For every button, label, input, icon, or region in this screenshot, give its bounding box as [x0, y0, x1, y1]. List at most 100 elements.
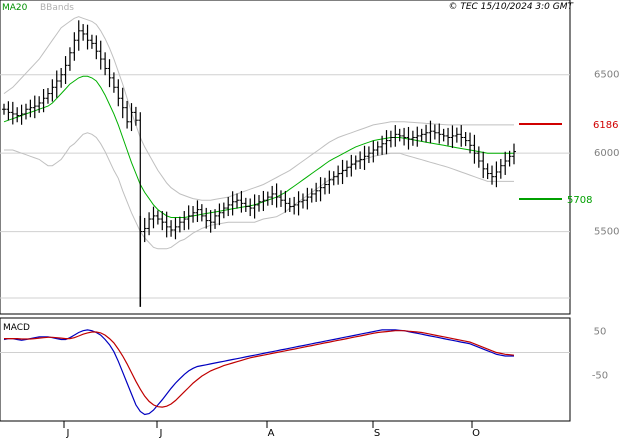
ohlc-bar [41, 89, 46, 113]
ohlc-bar [15, 107, 20, 123]
ohlc-bar [270, 185, 275, 206]
ohlc-bar [54, 70, 59, 98]
ohlc-bar [305, 187, 310, 210]
ohlc-bar [248, 198, 253, 217]
ohlc-bar [261, 190, 266, 212]
ohlc-bar [318, 177, 323, 202]
ohlc-bar [380, 135, 385, 155]
ohlc-bar [397, 128, 402, 142]
ohlc-bar [419, 128, 424, 142]
ohlc-bar [371, 140, 376, 163]
ohlc-bar [309, 188, 314, 203]
ohlc-bar [23, 103, 28, 120]
ohlc-bar [169, 220, 174, 237]
ohlc-bar [252, 194, 257, 219]
ohlc-bar [292, 196, 297, 215]
ohlc-bar [208, 210, 213, 233]
ohlc-bar [147, 212, 152, 236]
ohlc-bar [217, 203, 222, 226]
ohlc-bar [336, 165, 341, 185]
ohlc-bar [428, 120, 433, 144]
grid-layer [0, 74, 570, 354]
ohlc-bar [384, 130, 389, 155]
ohlc-bar [120, 87, 125, 119]
ohlc-bar [67, 47, 72, 71]
ohlc-bar [50, 79, 55, 102]
resistance-level-label: 6186 [593, 120, 618, 131]
ohlc-bar [213, 209, 218, 229]
x-axis-label: A [268, 428, 275, 439]
ohlc-bar [278, 190, 283, 207]
ohlc-bar [155, 210, 160, 225]
ohlc-bar [402, 127, 407, 146]
ohlc-bar [507, 150, 512, 167]
ohlc-bar [173, 217, 178, 240]
ohlc-bar [81, 24, 86, 41]
ohlc-bar [498, 158, 503, 179]
ohlc-bar [415, 126, 420, 147]
ohlc-bar [186, 205, 191, 230]
ohlc-bar [257, 195, 261, 212]
y-axis-ticks: 5500 6000 6500 50 -50 [592, 70, 620, 382]
price-panel-frame [0, 0, 571, 315]
bollinger-bands [3, 16, 514, 250]
ohlc-bar [344, 160, 349, 178]
price-tick-label: 6500 [594, 70, 619, 81]
ohlc-bar [283, 190, 288, 213]
ohlc-bar [182, 211, 187, 231]
x-axis-label: O [472, 428, 480, 439]
ohlc-bar [89, 34, 94, 49]
ohlc-bar [103, 52, 108, 76]
ohlc-bar [76, 20, 81, 51]
ohlc-bar [204, 207, 209, 229]
ohlc-bar [142, 217, 147, 243]
ohlc-bar [322, 177, 327, 195]
ohlc-bar [349, 154, 354, 177]
ohlc-bar [327, 170, 332, 194]
macd-series-1 [4, 330, 515, 408]
macd-panel-frame [0, 317, 571, 422]
ohlc-bar [503, 151, 508, 175]
ohlc-bar [375, 141, 380, 156]
ohlc-bar [494, 161, 499, 188]
ohlc-bar [393, 125, 398, 147]
x-axis-label: S [374, 428, 380, 439]
ohlc-bar [353, 155, 358, 170]
ohlc-bar [45, 88, 50, 104]
ohlc-bar [300, 193, 305, 209]
ohlc-bar [243, 197, 248, 212]
ohlc-bar [59, 67, 64, 88]
ohlc-bar [191, 206, 196, 223]
ohlc-bar [472, 134, 477, 164]
ohlc-bar [133, 106, 138, 126]
ohlc-bar [2, 103, 6, 115]
ohlc-bar [239, 190, 244, 213]
ohlc-bar [459, 125, 464, 147]
ohlc-bar [287, 197, 292, 212]
ohlc-bar [331, 171, 336, 186]
ohlc-bar [265, 191, 270, 206]
ohlc-bar [32, 95, 37, 119]
ohlc-bar [226, 196, 231, 217]
ohlc-bar [463, 131, 468, 147]
ohlc-bar [340, 159, 345, 185]
ohlc-bar [358, 151, 363, 169]
ohlc-bar [111, 72, 116, 93]
ohlc-bar [107, 59, 112, 88]
ohlc-bar [432, 124, 437, 140]
x-axis-label: J [159, 428, 163, 439]
support-level-label: 5708 [567, 195, 592, 206]
ohlc-bar [63, 56, 68, 84]
ohlc-bar [454, 127, 459, 143]
ohlc-bar [6, 101, 11, 121]
copyright-text: © TEC 15/10/2024 3:0 GMT [448, 2, 574, 12]
ohlc-bar [366, 146, 371, 164]
ohlc-bar [476, 146, 481, 168]
ohlc-bar [490, 165, 495, 185]
ohlc-bar [125, 100, 130, 129]
ohlc-bar [406, 126, 411, 150]
ohlc-bar [424, 124, 429, 143]
macd-lines [3, 329, 515, 416]
